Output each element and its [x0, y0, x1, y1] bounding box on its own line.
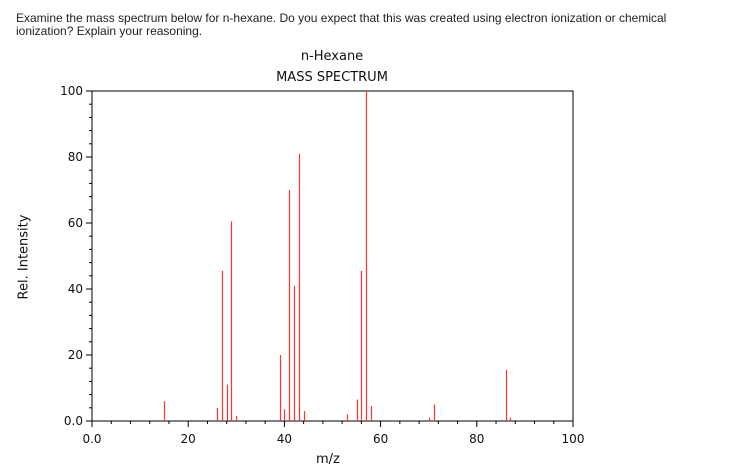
chart-subtitle: MASS SPECTRUM: [276, 70, 388, 85]
axis-ticks: 0.0 20 40 60 80 100 0.0 20 40 60 80 100: [60, 84, 584, 446]
x-tick-label: 40: [277, 432, 292, 446]
x-axis-label: m/z: [316, 452, 340, 467]
question-text: Examine the mass spectrum below for n-he…: [16, 12, 736, 38]
y-tick-label: 100: [60, 84, 83, 98]
question-line-1: Examine the mass spectrum below for n-he…: [16, 11, 667, 25]
y-tick-label: 20: [68, 348, 83, 362]
spectrum-bars: [163, 91, 512, 421]
y-tick-label: 40: [68, 282, 83, 296]
plot-frame: [91, 90, 574, 422]
chart-title: n-Hexane: [300, 49, 364, 64]
x-tick-label: 60: [373, 432, 388, 446]
x-tick-label: 100: [562, 432, 585, 446]
y-tick-label: 0.0: [64, 414, 83, 428]
x-tick-label: 80: [469, 432, 484, 446]
x-tick-label: 20: [181, 432, 196, 446]
question-line-2: ionization? Explain your reasoning.: [16, 24, 203, 38]
y-tick-label: 80: [68, 150, 83, 164]
y-tick-label: 60: [68, 216, 83, 230]
x-tick-label: 0.0: [82, 432, 101, 446]
